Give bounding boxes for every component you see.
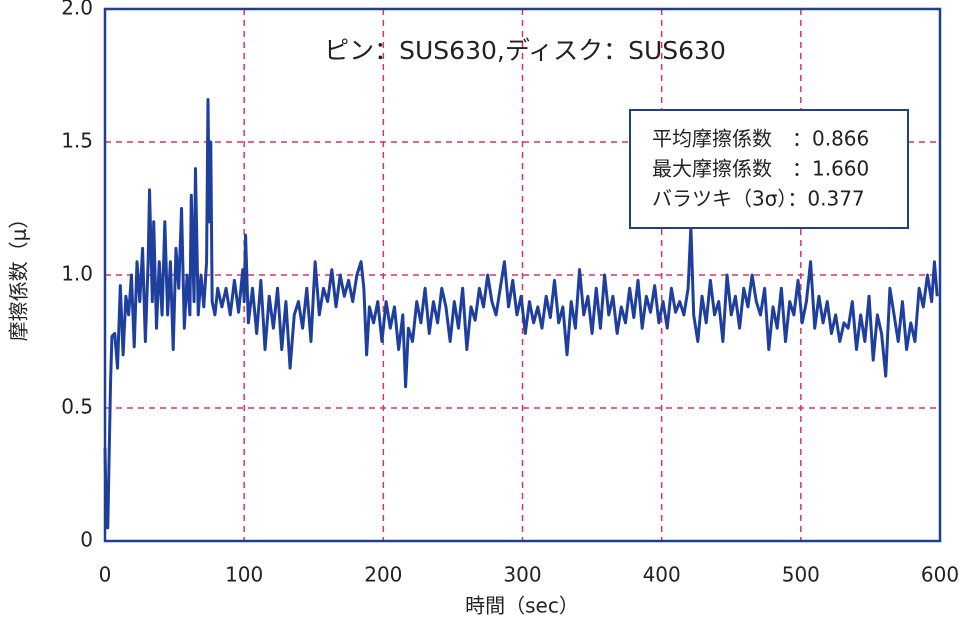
data-line (103, 97, 939, 530)
grid (104, 8, 941, 542)
plot-frame (103, 7, 942, 543)
annotation: 平均摩擦係数 ：0.866 (652, 127, 869, 151)
x-tick-label: 100 (225, 563, 263, 587)
chart-title: ピン：SUS630,ディスク：SUS630 (324, 36, 726, 65)
y-axis-label: 摩擦係数（μ） (7, 209, 31, 342)
annotation-box (629, 109, 909, 229)
y-tick-label: 0 (80, 528, 93, 552)
x-tick-label: 500 (782, 563, 820, 587)
x-tick-label: 0 (99, 563, 112, 587)
plot-area (103, 97, 939, 530)
annotation: 最大摩擦係数 ：1.660 (652, 157, 869, 181)
x-tick-label: 400 (643, 563, 681, 587)
x-tick-label: 200 (364, 563, 402, 587)
annotation: バラツキ（3σ）：0.377 (652, 187, 865, 211)
x-axis-label: 時間（sec） (465, 594, 579, 618)
y-tick-label: 0.5 (61, 395, 93, 419)
y-tick-label: 2.0 (61, 0, 93, 20)
y-tick-label: 1.5 (61, 129, 93, 153)
x-tick-label: 600 (921, 563, 959, 587)
y-tick-label: 1.0 (61, 262, 93, 286)
x-tick-label: 300 (503, 563, 541, 587)
